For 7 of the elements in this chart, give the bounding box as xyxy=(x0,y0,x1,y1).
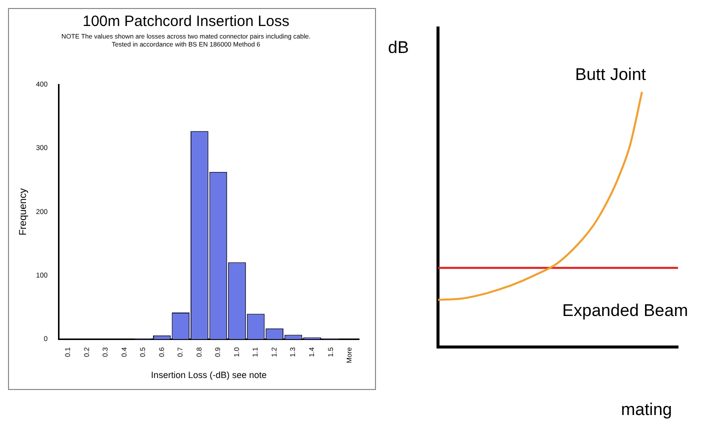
chart-title: 100m Patchcord Insertion Loss xyxy=(82,13,290,30)
y-axis-title: dB xyxy=(388,38,409,58)
series-label: Expanded Beam xyxy=(562,301,688,320)
series-label: Butt Joint xyxy=(575,64,646,84)
x-axis-title: Insertion Loss (-dB) see note xyxy=(151,370,267,380)
x-axis-title: mating xyxy=(620,400,672,420)
y-axis-title: Frequency xyxy=(18,188,29,236)
